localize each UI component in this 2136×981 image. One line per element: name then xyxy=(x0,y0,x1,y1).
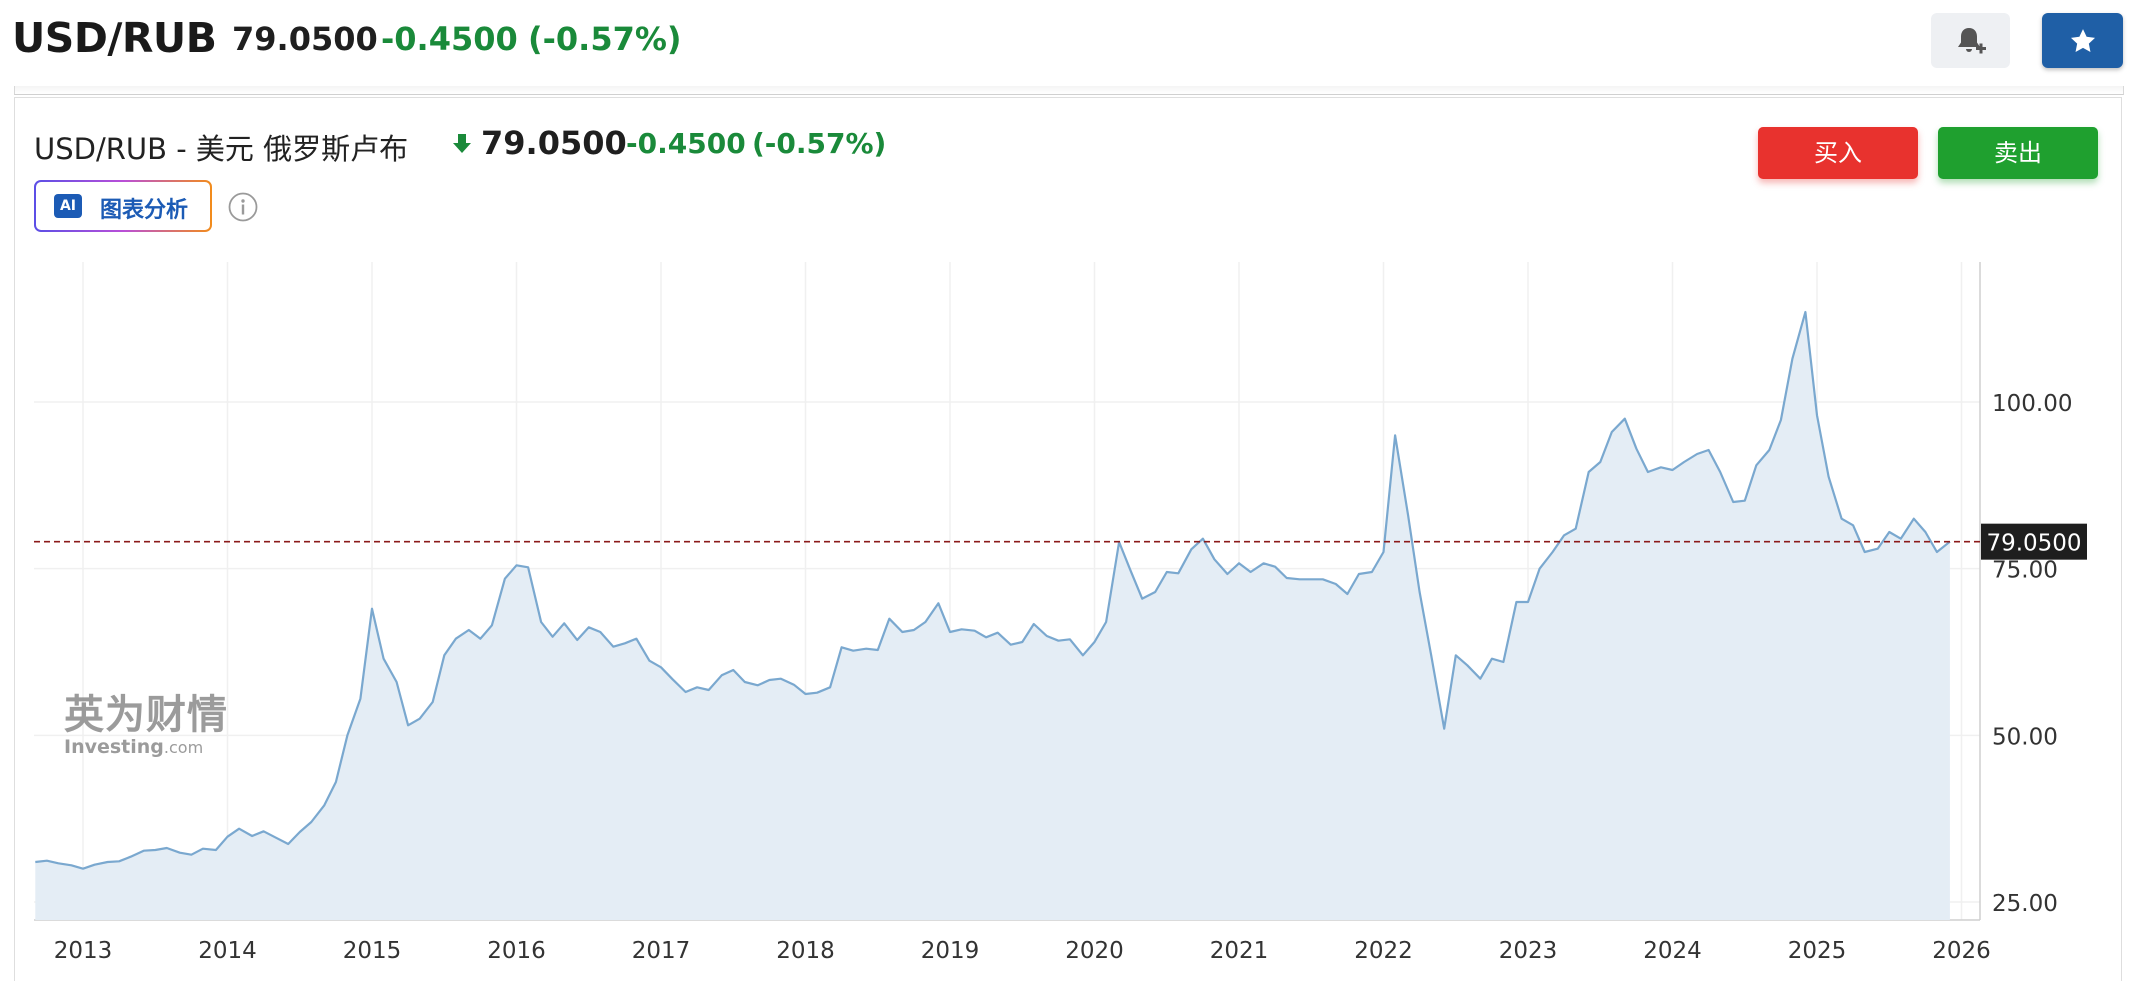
chart-title: USD/RUB - 美元 俄罗斯卢布 xyxy=(34,132,409,166)
chart-price: 79.0500 xyxy=(481,124,627,162)
x-tick-label: 2025 xyxy=(1788,938,1847,964)
ai-icon: AI xyxy=(54,194,82,218)
x-tick-label: 2021 xyxy=(1210,938,1269,964)
ai-chart-analysis-button[interactable]: AI 图表分析 xyxy=(34,180,212,232)
y-tick-label: 25.00 xyxy=(1992,891,2058,917)
x-tick-label: 2018 xyxy=(776,938,835,964)
x-tick-label: 2026 xyxy=(1932,938,1991,964)
x-tick-label: 2023 xyxy=(1499,938,1558,964)
watchlist-star-button[interactable] xyxy=(2042,13,2123,68)
arrow-down-icon xyxy=(453,134,471,153)
chart-price-change: -0.4500 xyxy=(626,127,746,160)
current-price-tag xyxy=(1981,523,2087,560)
y-tick-label: 100.00 xyxy=(1992,391,2072,417)
x-tick-label: 2013 xyxy=(54,938,113,964)
investing-watermark: 英为财情 Investing.com xyxy=(64,692,228,758)
price-change: -0.4500 xyxy=(381,20,518,58)
x-tick-label: 2019 xyxy=(921,938,980,964)
x-tick-label: 2024 xyxy=(1643,938,1702,964)
symbol-title: USD/RUB xyxy=(12,14,217,62)
area-fill xyxy=(35,312,1950,920)
instrument-header: USD/RUB 79.0500 -0.4500 (-0.57%) xyxy=(0,0,2136,86)
x-tick-label: 2015 xyxy=(343,938,402,964)
price-line xyxy=(35,310,1951,870)
y-tick-label: 75.00 xyxy=(1992,558,2058,584)
info-icon[interactable] xyxy=(228,192,258,222)
sell-button[interactable]: 卖出 xyxy=(1938,127,2098,179)
alert-button[interactable] xyxy=(1931,13,2010,68)
chart-price-change-percent: (-0.57%) xyxy=(752,127,887,160)
x-tick-label: 2022 xyxy=(1354,938,1413,964)
current-price-label: 79.0500 xyxy=(1986,531,2081,557)
last-price: 79.0500 xyxy=(232,20,378,58)
y-tick-label: 50.00 xyxy=(1992,724,2058,750)
header-divider xyxy=(14,86,2124,95)
bell-plus-icon xyxy=(1957,27,1986,53)
x-tick-label: 2017 xyxy=(632,938,691,964)
x-tick-label: 2016 xyxy=(487,938,546,964)
buy-button[interactable]: 买入 xyxy=(1758,127,1918,179)
star-icon xyxy=(2070,28,2095,52)
ai-chart-analysis-label: 图表分析 xyxy=(100,198,189,223)
price-change-percent: (-0.57%) xyxy=(528,20,682,58)
x-tick-label: 2020 xyxy=(1065,938,1124,964)
x-tick-label: 2014 xyxy=(198,938,257,964)
